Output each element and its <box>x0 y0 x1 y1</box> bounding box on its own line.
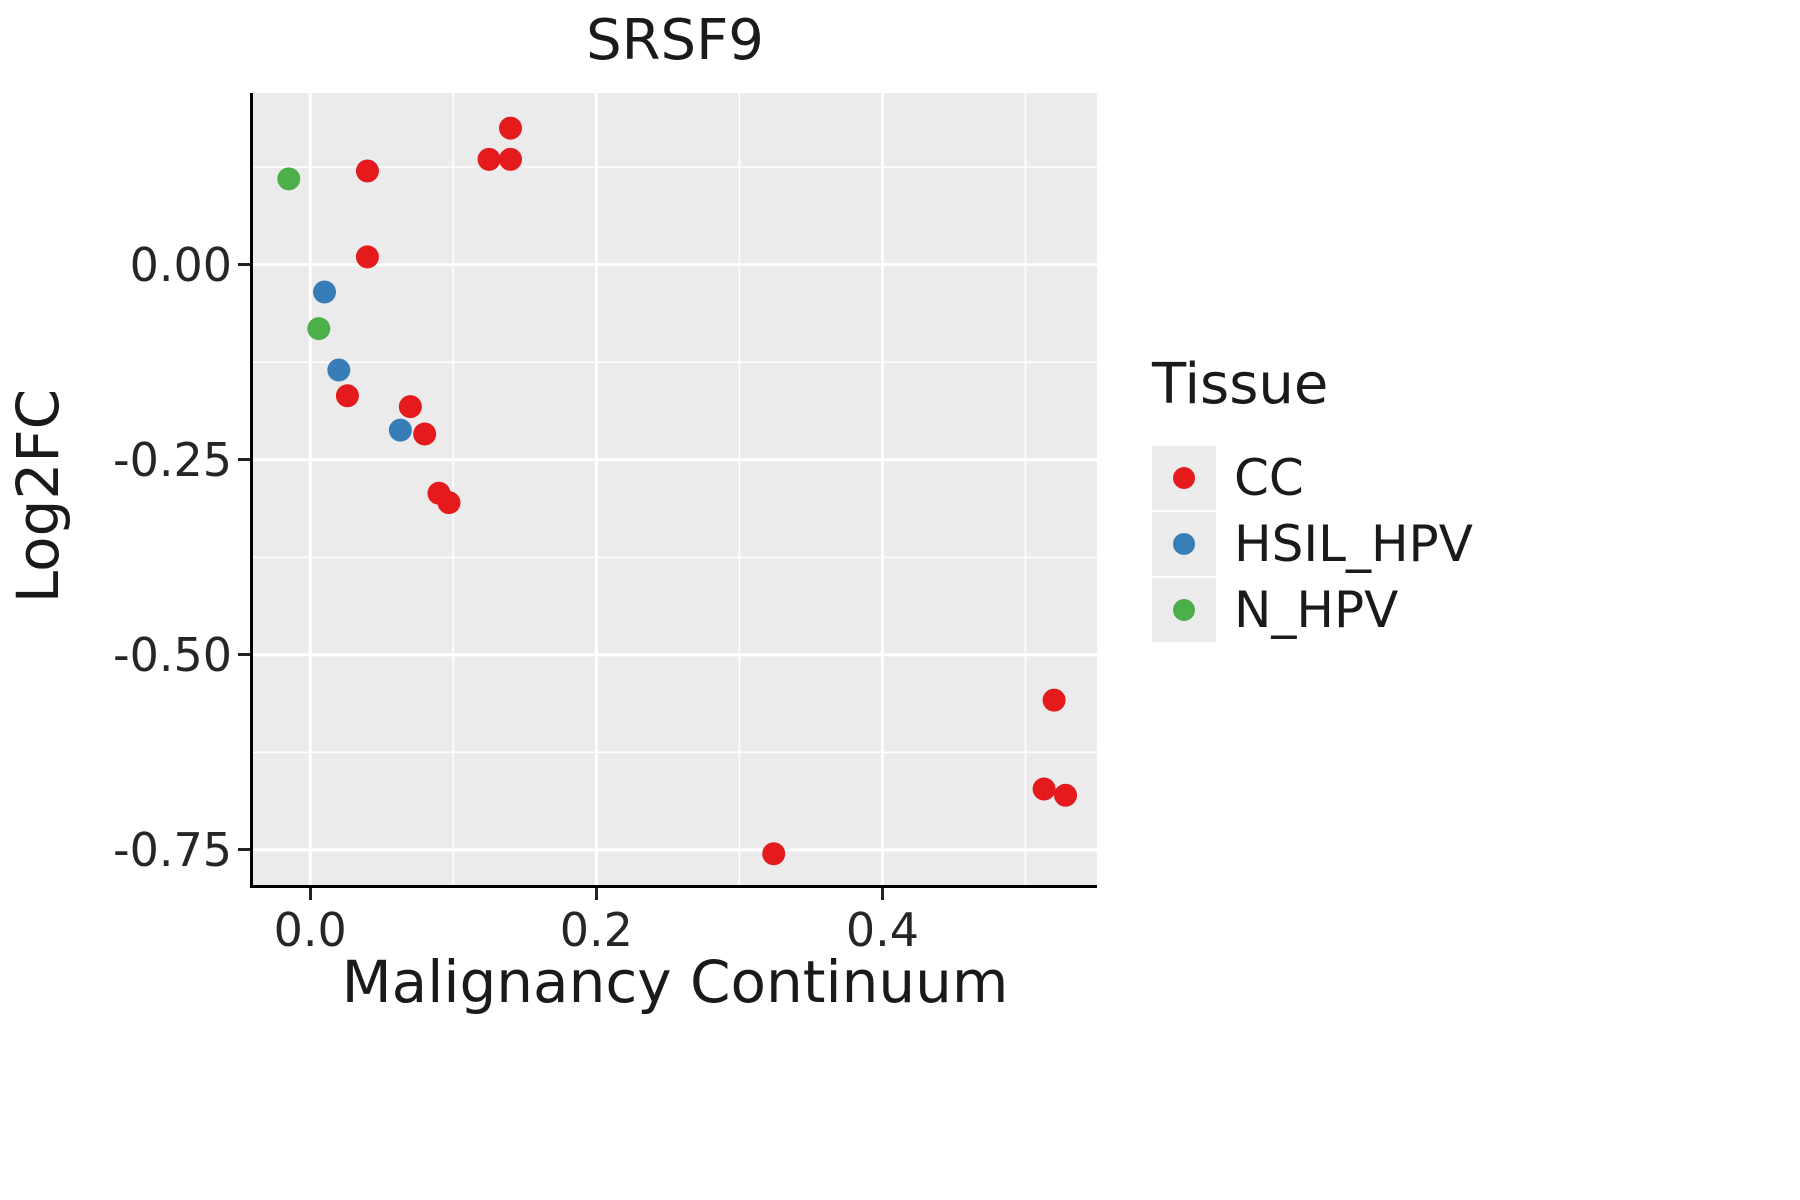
plot-panel <box>253 93 1097 885</box>
data-point-CC <box>413 422 437 446</box>
data-point-HSIL_HPV <box>327 358 351 382</box>
y-tick-mark <box>238 848 250 852</box>
legend-key-dot <box>1173 599 1195 621</box>
legend-title: Tissue <box>1152 352 1329 417</box>
legend-key <box>1152 446 1216 510</box>
data-point-CC <box>762 842 786 866</box>
y-tick-mark <box>238 653 250 657</box>
data-point-CC <box>355 159 379 183</box>
legend-label: CC <box>1234 449 1304 507</box>
legend-key <box>1152 512 1216 576</box>
y-tick-mark <box>238 458 250 462</box>
data-point-CC <box>1054 783 1078 807</box>
legend: Tissue CC HSIL_HPV N_HPV <box>1152 352 1473 643</box>
y-tick-label: -0.75 <box>112 822 232 877</box>
data-point-CC <box>398 395 422 419</box>
legend-key-dot <box>1173 467 1195 489</box>
data-point-CC <box>1032 777 1056 801</box>
x-axis-label: Malignancy Continuum <box>341 948 1009 1016</box>
legend-item-CC: CC <box>1152 445 1473 511</box>
data-point-CC <box>498 147 522 171</box>
data-point-CC <box>1042 688 1066 712</box>
legend-item-N_HPV: N_HPV <box>1152 577 1473 643</box>
x-tick-mark <box>308 888 312 900</box>
legend-label: N_HPV <box>1234 581 1399 639</box>
data-point-CC <box>437 491 461 515</box>
y-tick-label: -0.25 <box>112 432 232 487</box>
y-tick-label: -0.50 <box>112 627 232 682</box>
data-point-N_HPV <box>277 167 301 191</box>
x-tick-mark <box>594 888 598 900</box>
data-point-CC <box>477 147 501 171</box>
plot-canvas <box>253 93 1097 885</box>
data-point-CC <box>355 245 379 269</box>
legend-item-HSIL_HPV: HSIL_HPV <box>1152 511 1473 577</box>
y-axis-line <box>250 93 253 888</box>
data-point-CC <box>335 384 359 408</box>
y-tick-mark <box>238 263 250 267</box>
data-point-HSIL_HPV <box>388 418 412 442</box>
x-tick-label: 0.2 <box>559 903 633 957</box>
data-point-CC <box>498 116 522 140</box>
x-tick-mark <box>880 888 884 900</box>
x-tick-label: 0.4 <box>845 903 919 957</box>
chart-title: SRSF9 <box>586 8 764 73</box>
x-axis-line <box>250 885 1097 888</box>
data-point-N_HPV <box>307 317 331 341</box>
y-tick-label: 0.00 <box>129 237 232 292</box>
legend-key-dot <box>1173 533 1195 555</box>
x-tick-label: 0.0 <box>273 903 347 957</box>
legend-items: CC HSIL_HPV N_HPV <box>1152 445 1473 643</box>
legend-label: HSIL_HPV <box>1234 515 1473 573</box>
data-point-HSIL_HPV <box>313 280 337 304</box>
legend-key <box>1152 578 1216 642</box>
